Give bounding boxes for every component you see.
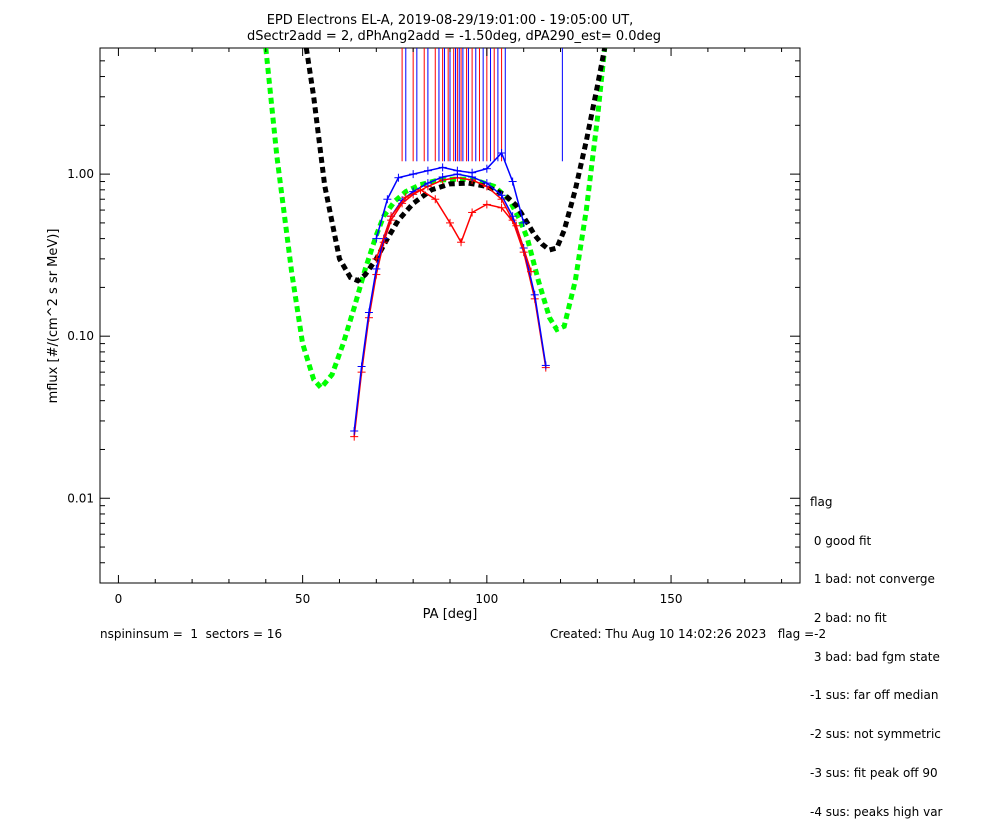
- data-point: [364, 308, 373, 317]
- data-point: [438, 172, 447, 181]
- data-point: [541, 361, 550, 370]
- data-point: [372, 264, 381, 273]
- data-point: [512, 221, 521, 230]
- legend-title: flag: [810, 494, 833, 509]
- chart-title-line1: EPD Electrons EL-A, 2019-08-29/19:01:00 …: [267, 13, 634, 28]
- data-point: [482, 164, 491, 173]
- data-point: [446, 218, 454, 227]
- data-point: [482, 200, 491, 209]
- legend-entry: 2 bad: no fit: [810, 610, 887, 625]
- data-point: [527, 267, 536, 276]
- data-point: [468, 168, 477, 177]
- data-point: [423, 179, 432, 188]
- legend-entry: 1 bad: not converge: [810, 572, 935, 587]
- footer-info: nspininsum = 1 sectors = 16: [100, 627, 283, 641]
- legend-entry: 3 bad: bad fgm state: [810, 649, 940, 664]
- data-point: [497, 191, 506, 200]
- data-point: [508, 212, 517, 221]
- x-tick-label: 150: [660, 592, 683, 606]
- data-point: [519, 218, 528, 227]
- chart-title-line2: dSectr2add = 2, dPhAng2add = -1.50deg, d…: [247, 29, 661, 44]
- chart: EPD Electrons EL-A, 2019-08-29/19:01:00 …: [46, 13, 801, 622]
- data-point: [423, 166, 432, 175]
- black-fit: [303, 48, 608, 284]
- axes: 0 50 100 150 0.01 0.10 1.00: [67, 47, 800, 606]
- footer-created: Created: Thu Aug 10 14:02:26 2023 flag =…: [550, 627, 827, 641]
- data-point: [372, 234, 381, 243]
- x-axis-label: PA [deg]: [423, 607, 478, 622]
- y-tick-label: 1.00: [67, 167, 94, 181]
- legend-entry: -4 sus: peaks high var: [810, 804, 943, 819]
- spike-sweep: [375, 151, 525, 239]
- data-point: [457, 238, 466, 247]
- median-sweep-2: [353, 173, 547, 432]
- data-point: [468, 208, 477, 217]
- legend-entry: -1 sus: far off median: [810, 688, 939, 703]
- data-point: [497, 203, 506, 212]
- data-point: [350, 427, 359, 436]
- y-tick-label: 0.01: [67, 491, 94, 505]
- data-point: [372, 254, 381, 263]
- x-tick-label: 50: [295, 592, 310, 606]
- data-point: [416, 185, 425, 194]
- y-axis-label: mflux [#/(cm^2 s sr MeV)]: [46, 229, 61, 404]
- data-point: [409, 170, 418, 179]
- data-point: [438, 163, 447, 172]
- legend-entry: 0 good fit: [810, 533, 872, 548]
- data-point: [497, 148, 506, 157]
- legend-entry: -3 sus: fit peak off 90: [810, 765, 938, 780]
- spike-lines: [401, 48, 563, 162]
- data-point: [453, 166, 462, 175]
- dip-sweep: [375, 188, 532, 272]
- data-point: [387, 212, 396, 221]
- data-point: [394, 173, 403, 182]
- data-point: [530, 290, 539, 299]
- data-point: [482, 179, 491, 188]
- data-point: [383, 195, 392, 204]
- data-point: [431, 195, 440, 204]
- data-point: [508, 177, 517, 186]
- legend-entry: -2 sus: not symmetric: [810, 727, 941, 742]
- x-tick-label: 100: [475, 592, 498, 606]
- data-point: [357, 362, 366, 371]
- flag-legend: flag 0 good fit 1 bad: not converge 2 ba…: [810, 470, 942, 831]
- data-point: [401, 193, 410, 202]
- x-tick-label: 0: [115, 592, 123, 606]
- y-tick-label: 0.10: [67, 329, 94, 343]
- data-series: [350, 148, 550, 441]
